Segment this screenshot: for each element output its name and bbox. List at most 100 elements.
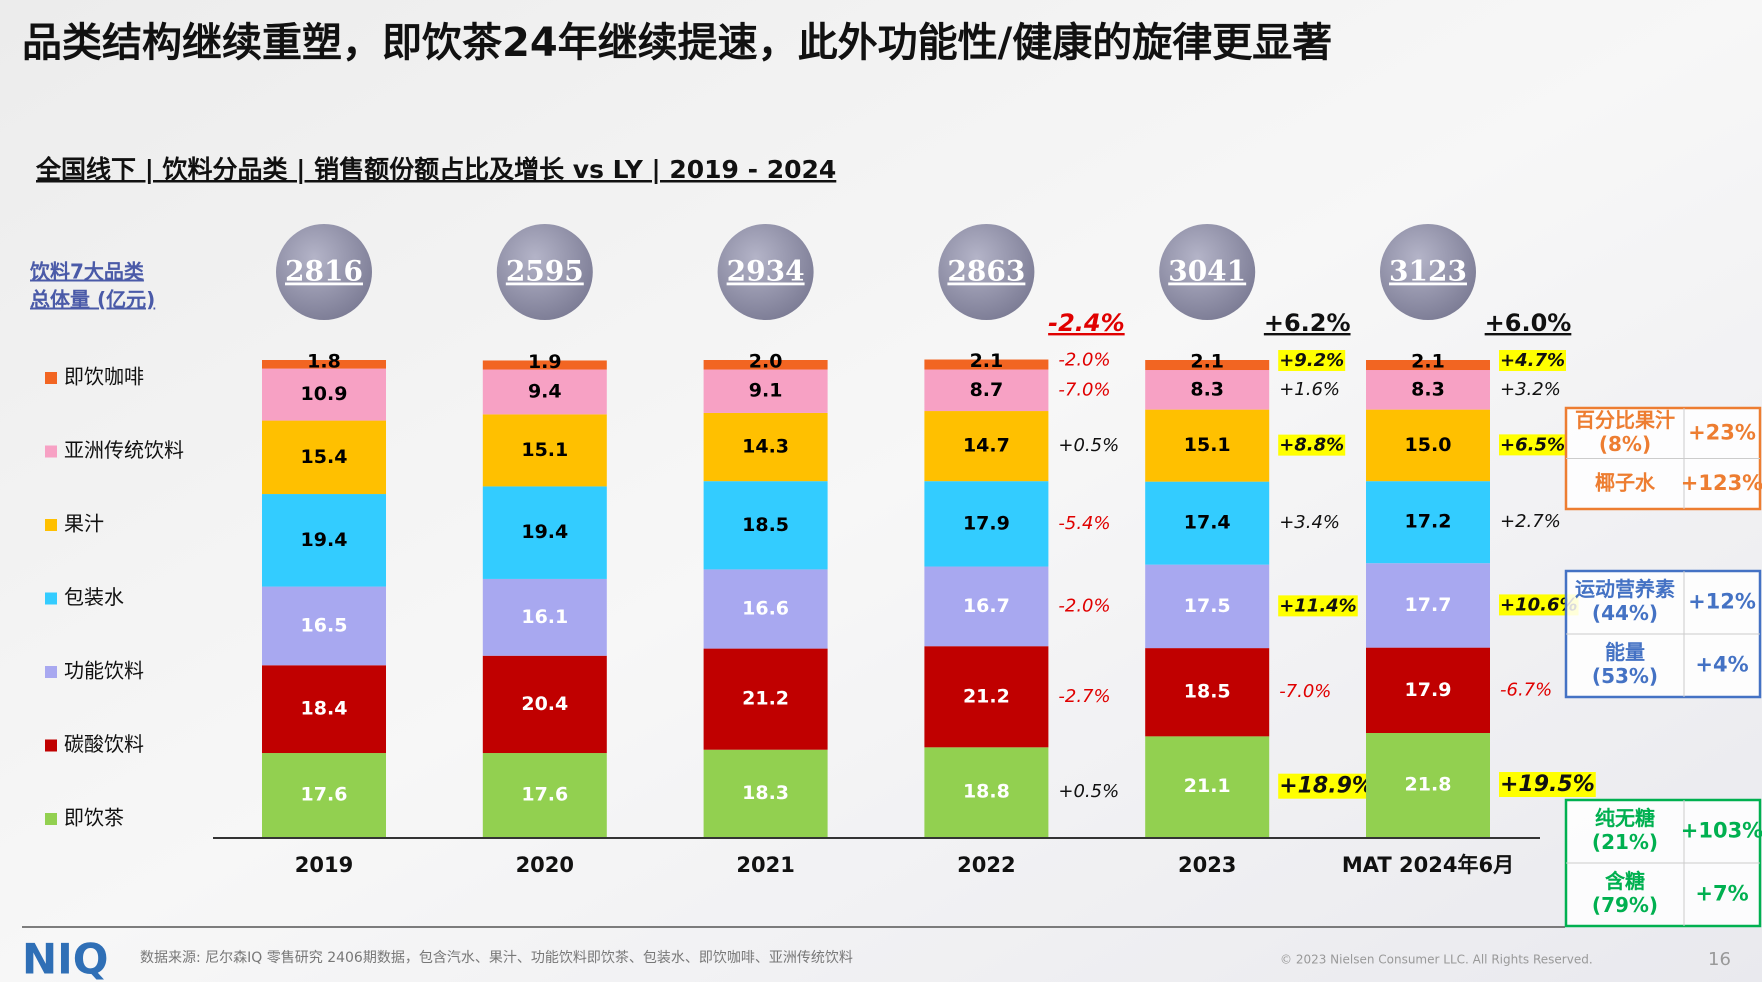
bar-segment — [1145, 648, 1270, 737]
legend-label: 即饮咖啡 — [64, 365, 144, 389]
x-tick-label: 2019 — [295, 853, 353, 877]
growth-label: -2.7% — [1058, 686, 1110, 707]
legend-swatch — [45, 739, 57, 752]
segment-label: 8.7 — [970, 379, 1004, 401]
growth-label: +1.6% — [1279, 379, 1340, 400]
total-ball — [1380, 224, 1476, 320]
legend-swatch — [45, 519, 57, 531]
bar-segment — [1145, 360, 1270, 371]
growth-label: -7.0% — [1058, 379, 1110, 400]
bar-segment — [1366, 481, 1490, 564]
growth-label: +2.7% — [1500, 511, 1561, 532]
segment-label: 17.4 — [1184, 512, 1231, 534]
callout-label: (53%) — [1592, 664, 1658, 688]
source-note: 数据来源: 尼尔森IQ 零售研究 2406期数据，包含汽水、果汁、功能饮料即饮茶… — [140, 950, 853, 966]
bar-segment — [924, 747, 1049, 837]
segment-label: 17.6 — [521, 784, 568, 806]
callout-label: 纯无糖 — [1595, 806, 1655, 830]
total-ball — [717, 224, 814, 320]
bar-segment — [262, 494, 386, 587]
callout-growth: +23% — [1688, 420, 1756, 444]
segment-label: 16.6 — [742, 597, 789, 619]
segment-label: 15.0 — [1405, 434, 1452, 456]
segment-label: 18.8 — [963, 781, 1010, 803]
segment-label: 2.1 — [970, 350, 1004, 372]
callout-label: (8%) — [1599, 432, 1651, 456]
segment-label: 16.5 — [301, 614, 348, 636]
callout-growth: +103% — [1681, 819, 1762, 843]
growth-label: +3.4% — [1279, 512, 1340, 533]
bar-segment — [703, 749, 828, 837]
segment-label: 15.1 — [521, 439, 568, 461]
total-ball — [1159, 224, 1256, 320]
callout-label: 运动营养素 — [1575, 577, 1675, 601]
bar-segment — [1145, 370, 1270, 410]
growth-label: +10.6% — [1500, 594, 1578, 615]
growth-highlight — [1278, 773, 1375, 799]
segment-label: 2.1 — [1411, 351, 1445, 373]
segment-label: 16.1 — [521, 606, 568, 628]
segment-label: 1.8 — [307, 351, 341, 373]
legend-swatch — [45, 445, 57, 458]
segment-label: 9.1 — [749, 380, 783, 402]
segment-label: 8.3 — [1190, 378, 1224, 400]
copyright: © 2023 Nielsen Consumer LLC. All Rights … — [1280, 953, 1593, 967]
segment-label: 15.1 — [1184, 434, 1231, 456]
total-label: 饮料7大品类 — [29, 260, 144, 284]
bar-segment — [703, 412, 828, 482]
growth-label: +11.4% — [1279, 595, 1357, 616]
bar-segment — [482, 655, 607, 754]
bar-segment — [262, 420, 386, 495]
x-tick-label: 2022 — [957, 853, 1015, 877]
callout-growth: +7% — [1695, 882, 1748, 906]
legend-label: 功能饮料 — [64, 659, 144, 683]
total-value: 2934 — [727, 255, 805, 288]
growth-label: +0.5% — [1058, 435, 1119, 456]
segment-label: 17.5 — [1184, 595, 1231, 617]
total-ball — [938, 224, 1035, 320]
total-ball — [276, 224, 372, 320]
growth-highlight — [1499, 772, 1596, 798]
segment-label: 17.2 — [1405, 511, 1452, 533]
segment-label: 21.2 — [742, 688, 789, 710]
bar-segment — [924, 411, 1049, 482]
bar-segment — [1145, 481, 1270, 565]
callout-growth: +4% — [1695, 653, 1748, 677]
bar-segment — [1366, 409, 1490, 482]
callout-label: (44%) — [1592, 601, 1658, 625]
growth-label: +3.2% — [1500, 379, 1561, 400]
bar-segment — [262, 360, 386, 369]
growth-label: +19.5% — [1500, 772, 1595, 797]
bar-segment — [1366, 733, 1490, 837]
total-value: 2595 — [506, 255, 584, 288]
total-ball — [496, 224, 593, 320]
bar-segment — [703, 369, 828, 413]
bar-segment — [924, 481, 1049, 567]
growth-label: -7.0% — [1279, 681, 1331, 702]
segment-label: 2.0 — [749, 351, 783, 373]
total-growth: +6.0% — [1485, 309, 1572, 337]
x-tick-label: 2021 — [736, 853, 794, 877]
legend-label: 亚洲传统饮料 — [64, 438, 184, 462]
segment-label: 8.3 — [1411, 378, 1445, 400]
segment-label: 16.7 — [963, 595, 1010, 617]
segment-label: 19.4 — [301, 529, 348, 551]
segment-label: 10.9 — [301, 383, 348, 405]
callout-label: (79%) — [1592, 893, 1658, 917]
growth-label: -2.0% — [1058, 350, 1110, 371]
segment-label: 1.9 — [528, 351, 562, 373]
segment-label: 2.1 — [1190, 351, 1224, 373]
legend-swatch — [45, 592, 57, 605]
total-value: 2863 — [947, 255, 1025, 288]
bar-segment — [482, 360, 607, 370]
segment-label: 17.7 — [1405, 594, 1452, 616]
bar-segment — [703, 569, 828, 649]
segment-label: 15.4 — [301, 446, 348, 468]
segment-label: 21.2 — [963, 685, 1010, 707]
legend-label: 即饮茶 — [64, 806, 124, 830]
total-value: 2816 — [285, 255, 363, 288]
growth-label: -2.0% — [1058, 595, 1110, 616]
growth-highlight — [1278, 434, 1346, 456]
